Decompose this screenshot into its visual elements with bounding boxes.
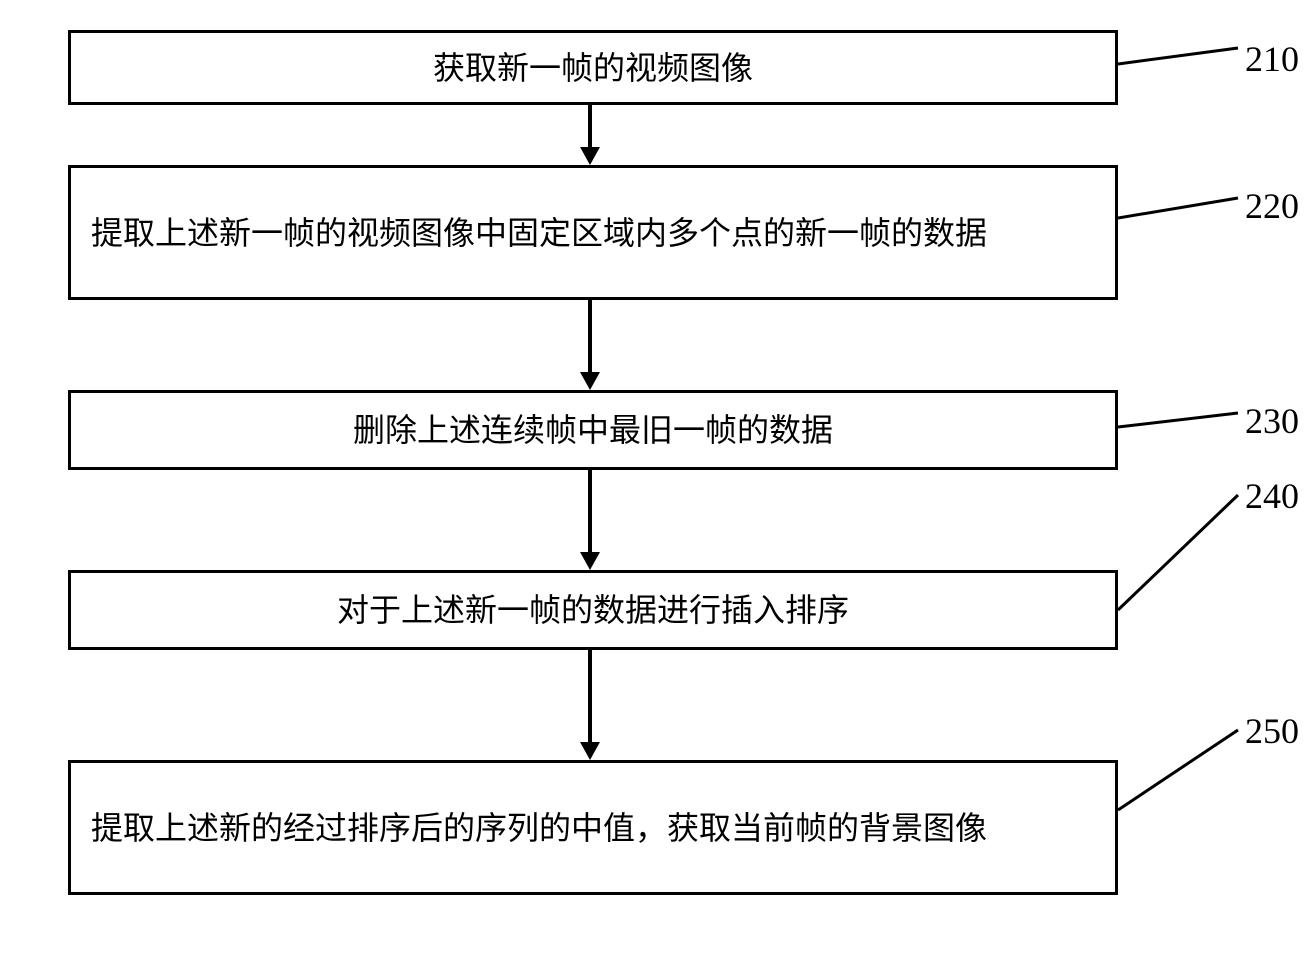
arrow-3-line xyxy=(588,470,592,552)
arrow-2-line xyxy=(588,300,592,372)
step-240-box: 对于上述新一帧的数据进行插入排序 xyxy=(68,570,1118,650)
step-240-label: 240 xyxy=(1245,475,1299,517)
step-230-label: 230 xyxy=(1245,400,1299,442)
step-210-text: 获取新一帧的视频图像 xyxy=(433,44,753,92)
arrow-4-head xyxy=(580,742,600,760)
step-230-box: 删除上述连续帧中最旧一帧的数据 xyxy=(68,390,1118,470)
step-220-text: 提取上述新一帧的视频图像中固定区域内多个点的新一帧的数据 xyxy=(91,209,987,257)
arrow-1-line xyxy=(588,105,592,147)
step-250-text: 提取上述新的经过排序后的序列的中值，获取当前帧的背景图像 xyxy=(91,804,987,852)
connector-250 xyxy=(1118,720,1248,820)
arrow-3-head xyxy=(580,552,600,570)
connector-220 xyxy=(1118,190,1248,225)
arrow-4-line xyxy=(588,650,592,742)
step-250-label: 250 xyxy=(1245,710,1299,752)
step-240-text: 对于上述新一帧的数据进行插入排序 xyxy=(337,586,849,634)
connector-240 xyxy=(1118,485,1248,620)
step-220-box: 提取上述新一帧的视频图像中固定区域内多个点的新一帧的数据 xyxy=(68,165,1118,300)
step-210-box: 获取新一帧的视频图像 xyxy=(68,30,1118,105)
arrow-2-head xyxy=(580,372,600,390)
flowchart-container: 获取新一帧的视频图像 210 提取上述新一帧的视频图像中固定区域内多个点的新一帧… xyxy=(20,20,1309,951)
connector-230 xyxy=(1118,405,1248,435)
step-210-label: 210 xyxy=(1245,38,1299,80)
connector-210 xyxy=(1118,42,1248,72)
arrow-1-head xyxy=(580,147,600,165)
step-250-box: 提取上述新的经过排序后的序列的中值，获取当前帧的背景图像 xyxy=(68,760,1118,895)
step-230-text: 删除上述连续帧中最旧一帧的数据 xyxy=(353,406,833,454)
step-220-label: 220 xyxy=(1245,185,1299,227)
